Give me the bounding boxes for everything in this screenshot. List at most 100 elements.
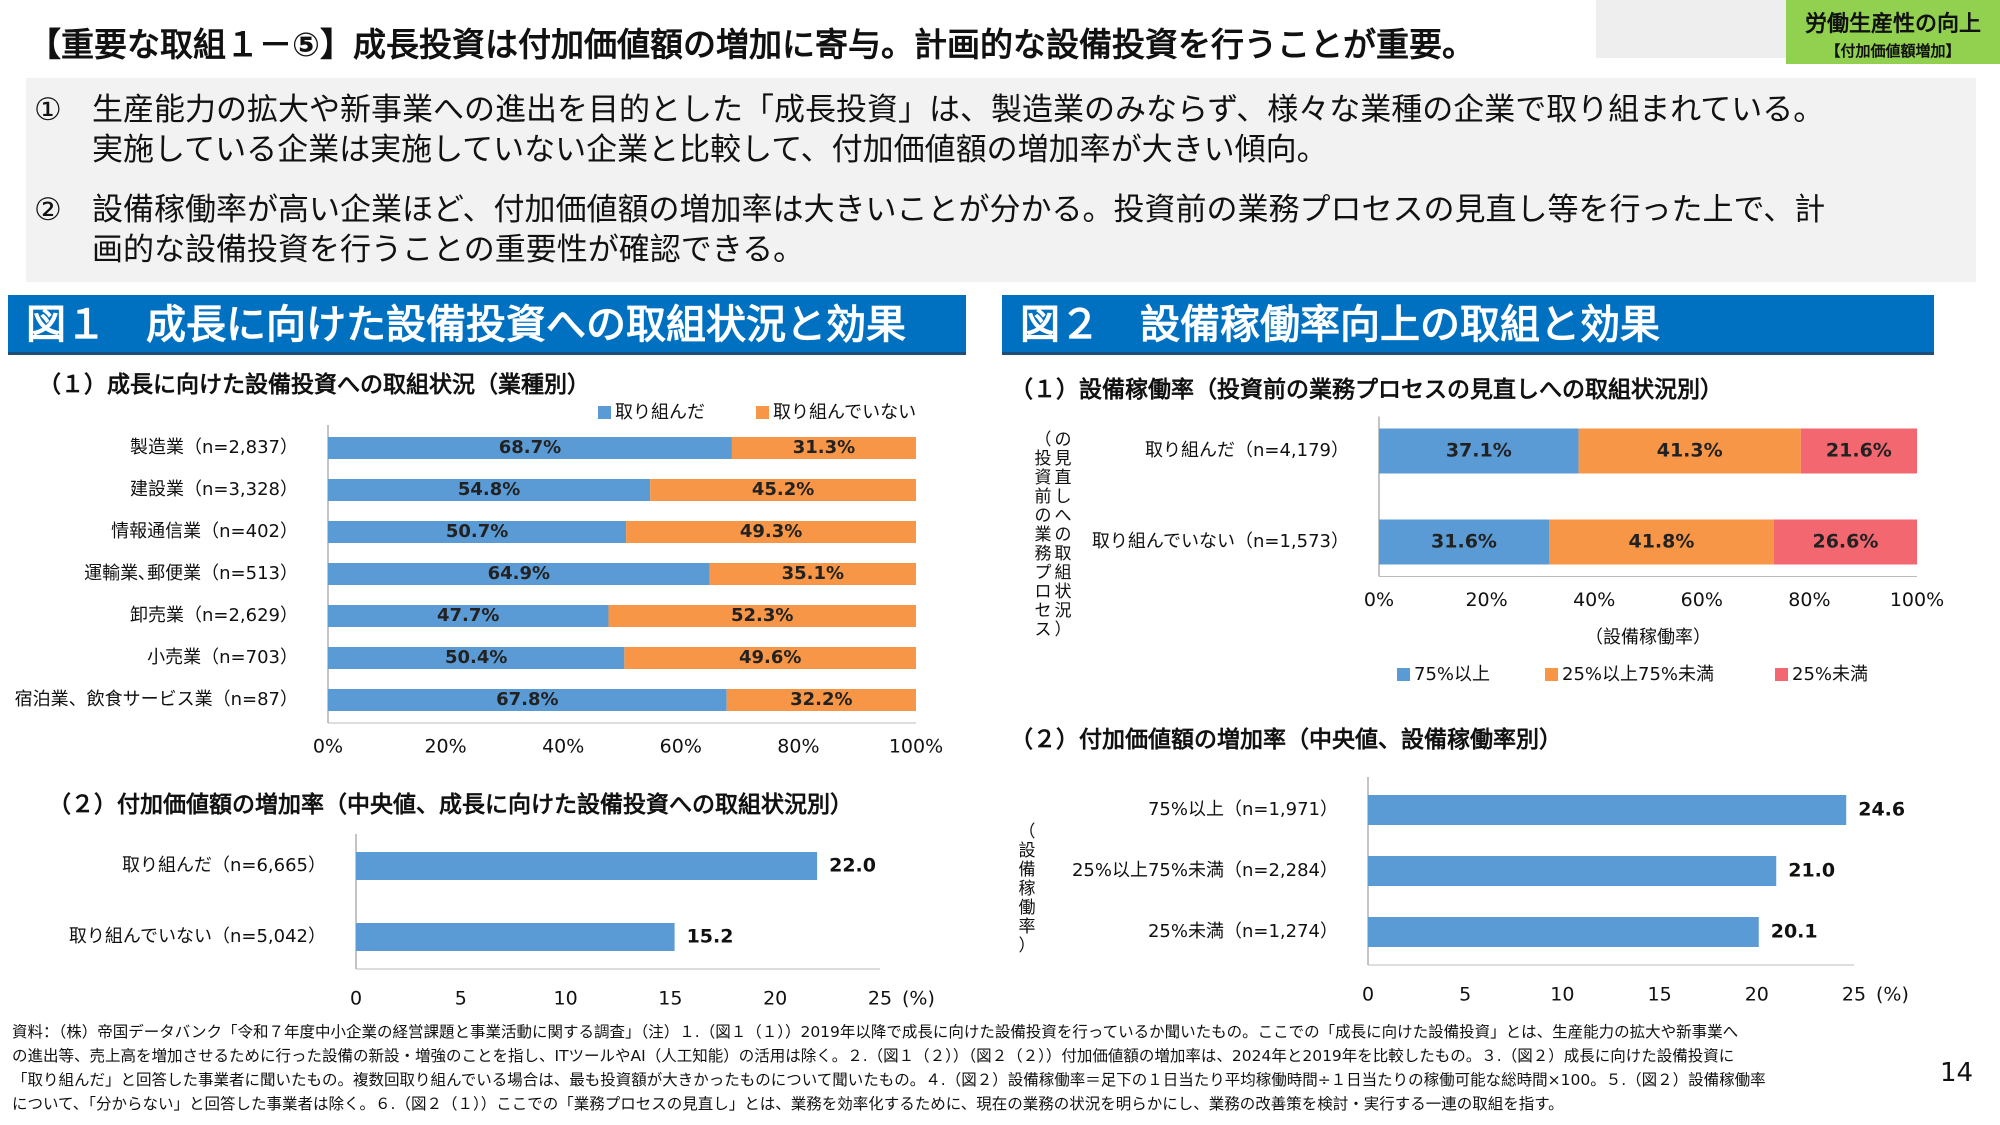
fig2-1-x-axis-title: （設備稼働率） — [1585, 627, 1711, 648]
fig2-1-data-label: 21.6% — [1826, 440, 1892, 462]
fig1-1-category-label: 運輸業､郵便業（n=513） — [84, 563, 298, 584]
fig2-1-y-axis-title-char: ス — [1035, 620, 1052, 640]
summary-p2-number: ② — [34, 192, 62, 228]
fig1-1-category-label: 卸売業（n=2,629） — [130, 605, 298, 626]
notes-line2: の進出等、売上高を増加させるために行った設備の新設・増強のことを指し、ITツール… — [12, 1047, 1735, 1065]
fig2-1-y-axis-title-char: の — [1055, 525, 1072, 545]
fig1-2-unit-label: (%) — [902, 988, 935, 1010]
fig1-1-data-label: 68.7% — [499, 437, 561, 458]
fig2-1-y-axis-title-char: 務 — [1035, 544, 1052, 564]
fig1-2-tick-label: 15 — [658, 988, 682, 1010]
fig2-1-y-axis-title-char: 取 — [1055, 544, 1072, 564]
fig2-1-data-label: 41.3% — [1657, 440, 1723, 462]
fig2-2-category-label: 75%以上（n=1,971） — [1148, 799, 1338, 820]
fig2-2-bar — [1368, 856, 1777, 886]
fig1-1-data-label: 35.1% — [782, 563, 844, 584]
summary-p1-number: ① — [34, 92, 62, 128]
fig1-1-bar-segment — [328, 689, 727, 711]
fig1-1-data-label: 52.3% — [731, 605, 793, 626]
fig2-2-tick-label: 25 — [1842, 984, 1866, 1006]
fig2-2-y-axis-title-char: 設 — [1019, 841, 1036, 861]
fig1-1-bar-segment — [726, 689, 916, 711]
fig2-1-legend-label: 75%以上 — [1414, 664, 1490, 685]
fig2-1-y-axis-title-char: ） — [1055, 620, 1072, 640]
fig2-2-tick-label: 20 — [1745, 984, 1769, 1006]
fig2-2-y-axis-title-char: 率 — [1019, 917, 1036, 937]
fig2-1-data-label: 26.6% — [1812, 531, 1878, 553]
fig1-1-bar-segment — [328, 437, 732, 459]
source-notes: 資料：（株）帝国データバンク「令和７年度中小企業の経営課題と事業活動に関する調査… — [12, 1020, 1902, 1116]
summary-p2-line1: 設備稼働率が高い企業ほど、付加価値額の増加率は大きいことが分かる。投資前の業務プ… — [92, 192, 1826, 228]
fig2-2-tick-label: 5 — [1459, 984, 1471, 1006]
summary-p1-line1: 生産能力の拡大や新事業への進出を目的とした「成長投資」は、製造業のみならず、様々… — [92, 92, 1825, 128]
fig1-1-bar-segment — [328, 479, 651, 501]
fig1-1-tick-label: 0% — [313, 736, 343, 758]
fig2-1-bar-segment — [1800, 428, 1917, 474]
fig2-2-y-axis-title-char: （ — [1019, 822, 1036, 842]
fig1-sub1-title: （１）成長に向けた設備投資への取組状況（業種別） — [38, 372, 590, 398]
fig1-2-tick-label: 20 — [763, 988, 787, 1010]
fig2-1-y-axis-title-char: 投 — [1035, 449, 1052, 469]
fig1-2-bar — [356, 852, 818, 880]
summary-p1-line2: 実施している企業は実施していない企業と比較して、付加価値額の増加率が大きい傾向。 — [92, 132, 1328, 168]
fig2-2-y-axis-title-char: 稼 — [1019, 879, 1036, 899]
fig1-1-legend-swatch — [598, 406, 611, 419]
fig2-2-bar — [1368, 795, 1847, 825]
fig2-1-category-label: 取り組んでいない（n=1,573） — [1092, 531, 1349, 552]
fig1-1-legend-swatch — [756, 406, 769, 419]
fig2-2-y-axis-title-char: ） — [1019, 936, 1036, 956]
notes-line1: 資料：（株）帝国データバンク「令和７年度中小企業の経営課題と事業活動に関する調査… — [12, 1023, 1739, 1041]
fig2-1-category-label: 取り組んだ（n=4,179） — [1145, 440, 1349, 461]
fig1-1-tick-label: 60% — [660, 736, 702, 758]
fig1-2-category-label: 取り組んだ（n=6,665） — [122, 855, 326, 876]
fig1-1-data-label: 47.7% — [437, 605, 499, 626]
fig2-1-y-axis-title-char: セ — [1035, 601, 1052, 621]
fig2-1-legend-swatch — [1545, 668, 1558, 681]
fig2-1-tick-label: 40% — [1573, 589, 1615, 611]
fig1-2-tick-label: 0 — [350, 988, 362, 1010]
fig1-1-data-label: 64.9% — [488, 563, 550, 584]
fig2-1-legend-label: 25%未満 — [1792, 664, 1868, 685]
fig1-heading: 図１ 成長に向けた設備投資への取組状況と効果 — [8, 295, 966, 355]
fig1-1-tick-label: 80% — [777, 736, 819, 758]
fig1-2-category-label: 取り組んでいない（n=5,042） — [69, 926, 326, 947]
fig2-1-tick-label: 100% — [1890, 589, 1944, 611]
fig2-1-tick-label: 20% — [1465, 589, 1507, 611]
fig2-1-y-axis-title-char: 見 — [1055, 449, 1072, 469]
page-title: 【重要な取組１－⑤】成長投資は付加価値額の増加に寄与。計画的な設備投資を行うこと… — [28, 25, 1475, 64]
fig1-1-data-label: 49.3% — [740, 521, 802, 542]
summary-box: ① 生産能力の拡大や新事業への進出を目的とした「成長投資」は、製造業のみならず、… — [26, 78, 1976, 282]
fig2-1-y-axis-title-char: 業 — [1035, 525, 1052, 545]
fig1-2-data-label: 22.0 — [829, 855, 876, 877]
fig2-2-category-label: 25%未満（n=1,274） — [1148, 921, 1338, 942]
fig1-1-data-label: 31.3% — [793, 437, 855, 458]
fig1-1-data-label: 50.4% — [445, 647, 507, 668]
fig1-1-data-label: 32.2% — [790, 689, 852, 710]
fig1-1-category-label: 建設業（n=3,328） — [130, 479, 298, 500]
fig2-1-y-axis-title-char: 直 — [1055, 468, 1072, 488]
fig2-2-tick-label: 10 — [1550, 984, 1574, 1006]
fig1-1-category-label: 情報通信業（n=402） — [111, 521, 298, 542]
fig1-1-category-label: 小売業（n=703） — [147, 647, 298, 668]
fig1-1-tick-label: 100% — [889, 736, 943, 758]
fig1-2-tick-label: 10 — [554, 988, 578, 1010]
fig1-1-data-label: 49.6% — [739, 647, 801, 668]
fig2-1-y-axis-title-char: 況 — [1055, 601, 1072, 621]
fig1-1-data-label: 67.8% — [496, 689, 558, 710]
fig2-1-y-axis-title-char: 状 — [1055, 582, 1072, 602]
fig1-1-legend-label: 取り組んだ — [615, 402, 705, 423]
fig2-sub1-title: （１）設備稼働率（投資前の業務プロセスの見直しへの取組状況別） — [1010, 377, 1723, 403]
fig1-1-bar-segment — [650, 479, 916, 501]
fig2-2-data-label: 24.6 — [1858, 799, 1905, 821]
fig2-2-data-label: 21.0 — [1788, 860, 1835, 882]
fig1-1-tick-label: 40% — [542, 736, 584, 758]
fig2-1-data-label: 37.1% — [1446, 440, 1512, 462]
fig1-2-bar — [356, 923, 675, 951]
fig1-1-data-label: 54.8% — [458, 479, 520, 500]
fig2-1-tick-label: 60% — [1681, 589, 1723, 611]
fig1-1-bar-segment — [328, 605, 609, 627]
fig1-1-legend-label: 取り組んでいない — [773, 402, 916, 423]
fig2-1-y-axis-title-char: プ — [1035, 563, 1052, 583]
fig2-2-category-label: 25%以上75%未満（n=2,284） — [1072, 860, 1338, 881]
fig1-1-bar-segment — [626, 521, 916, 543]
